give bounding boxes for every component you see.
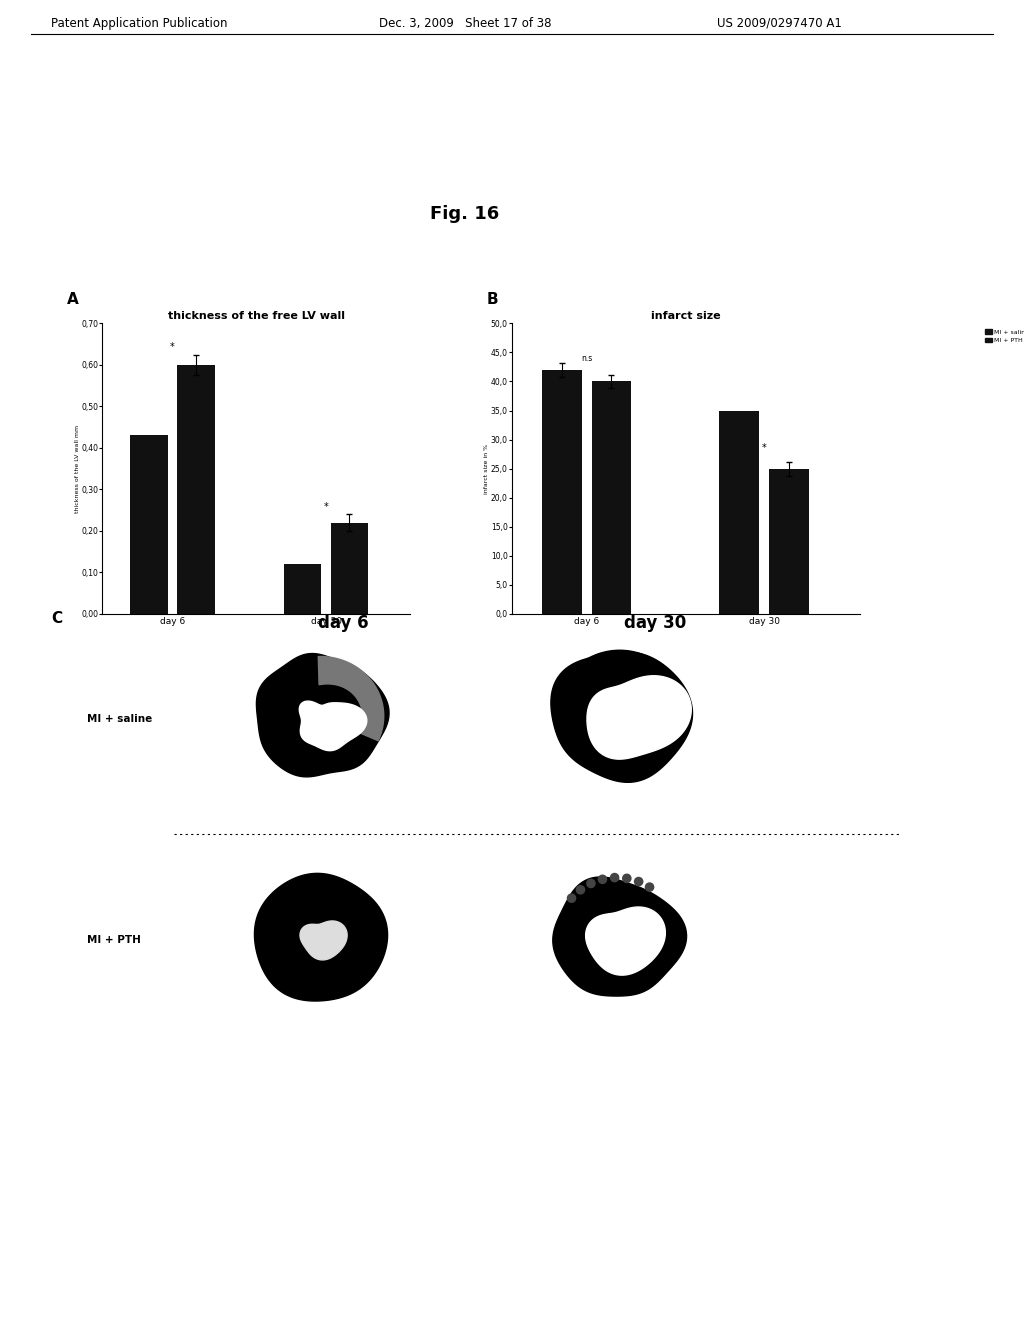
Polygon shape — [300, 921, 347, 960]
Bar — [130, 436, 168, 614]
Text: US 2009/0297470 A1: US 2009/0297470 A1 — [717, 16, 842, 29]
Text: *p<0,05: *p<0,05 — [582, 383, 607, 388]
Circle shape — [587, 879, 595, 887]
Text: MI + saline: MI + saline — [87, 714, 153, 725]
Polygon shape — [557, 651, 665, 701]
Text: B: B — [486, 292, 498, 306]
Text: *: * — [762, 444, 767, 453]
Bar — [769, 469, 809, 614]
Circle shape — [577, 886, 585, 894]
Text: Dec. 3, 2009   Sheet 17 of 38: Dec. 3, 2009 Sheet 17 of 38 — [379, 16, 551, 29]
Text: MI + PTH: MI + PTH — [87, 935, 141, 945]
Polygon shape — [299, 701, 367, 751]
Polygon shape — [256, 653, 389, 777]
Bar — [177, 364, 215, 614]
Text: day 30: day 30 — [625, 614, 686, 632]
Text: *: * — [324, 502, 329, 512]
Title: infarct size: infarct size — [651, 312, 721, 321]
Polygon shape — [586, 907, 666, 975]
Polygon shape — [254, 874, 387, 1001]
Y-axis label: infarct size in %: infarct size in % — [484, 444, 489, 494]
Bar — [720, 411, 759, 614]
Circle shape — [635, 878, 643, 886]
Legend: MI+saline, MI+PTH: MI+saline, MI+PTH — [531, 326, 575, 346]
Text: C: C — [51, 611, 62, 626]
Circle shape — [623, 874, 631, 883]
Circle shape — [567, 894, 575, 903]
Text: Fig. 16: Fig. 16 — [430, 205, 500, 223]
Text: n.s: n.s — [581, 354, 592, 363]
Y-axis label: thickness of the LV wall mm: thickness of the LV wall mm — [75, 425, 80, 512]
Polygon shape — [318, 656, 384, 741]
Text: A: A — [67, 292, 78, 306]
Text: *: * — [170, 342, 175, 352]
Text: Patent Application Publication: Patent Application Publication — [51, 16, 227, 29]
Bar — [284, 564, 322, 614]
Polygon shape — [553, 876, 686, 997]
Bar — [331, 523, 369, 614]
Bar — [592, 381, 632, 614]
Polygon shape — [587, 676, 691, 759]
Legend: MI + saline, MI + PTH: MI + saline, MI + PTH — [983, 326, 1024, 346]
Circle shape — [610, 874, 618, 882]
Bar — [542, 370, 582, 614]
Circle shape — [598, 875, 606, 883]
Circle shape — [645, 883, 653, 891]
Polygon shape — [551, 652, 692, 783]
Title: thickness of the free LV wall: thickness of the free LV wall — [168, 312, 344, 321]
Text: day 6: day 6 — [317, 614, 369, 632]
